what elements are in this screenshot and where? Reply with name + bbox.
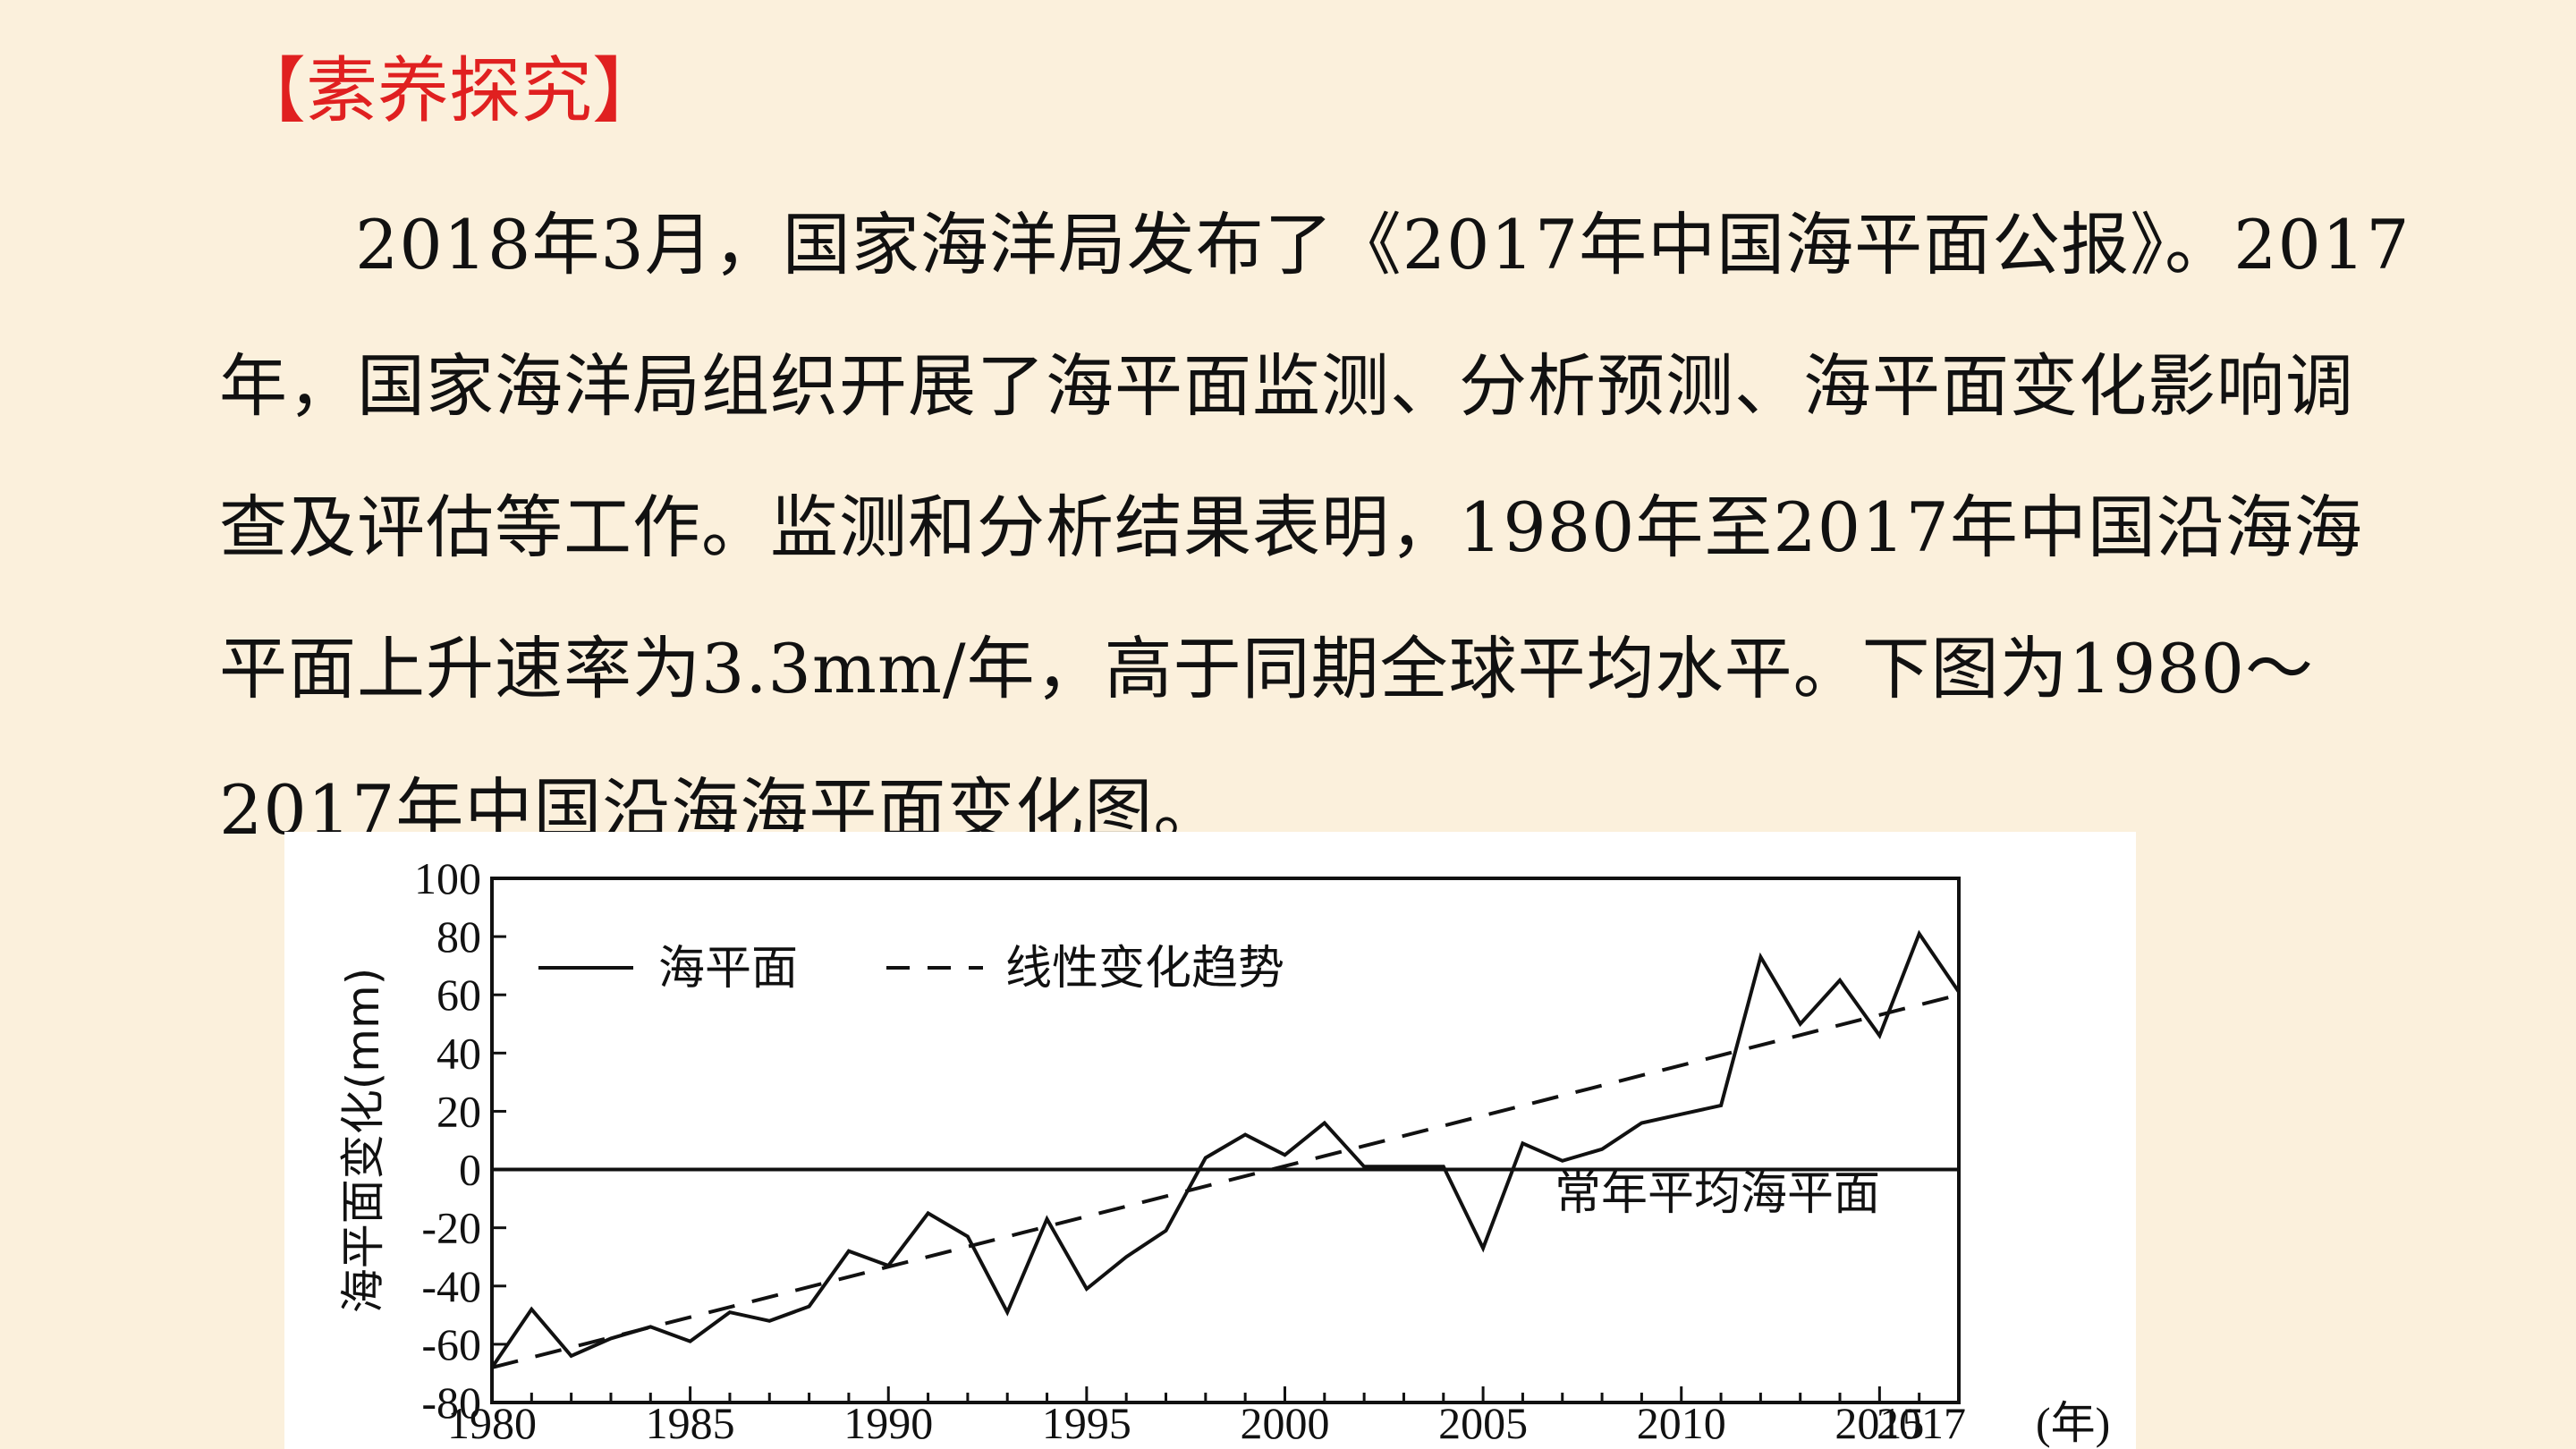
reference-line-label: 常年平均海平面 — [1555, 1167, 1880, 1221]
tick-marks — [490, 877, 1961, 1404]
y-tick-label: 80 — [436, 911, 481, 962]
legend-label-trend: 线性变化趋势 — [1005, 942, 1284, 996]
y-tick-label: 20 — [436, 1086, 481, 1136]
trend-line — [491, 993, 1960, 1369]
y-tick-label: 40 — [436, 1028, 481, 1078]
section-heading: 【素养探究】 — [234, 49, 664, 132]
y-tick-label: -80 — [421, 1377, 481, 1428]
x-tick-label: 1980 — [447, 1398, 537, 1448]
x-tick-label: 2017 — [1877, 1398, 1966, 1448]
x-tick-label: 2010 — [1637, 1398, 1726, 1448]
y-tick-labels: -80 -60 -40 -20 0 20 40 60 80 100 — [414, 853, 481, 1428]
intro-paragraph: 2018年3月，国家海洋局发布了《2017年中国海平面公报》。2017年，国家海… — [219, 205, 2411, 850]
y-tick-label: 100 — [414, 853, 481, 903]
y-tick-label: 60 — [436, 970, 481, 1020]
x-tick-label: 2015 — [1835, 1398, 1924, 1448]
y-tick-label: -60 — [421, 1319, 481, 1369]
x-tick-label: 1995 — [1042, 1398, 1131, 1448]
y-axis-label: 海平面变化(mm) — [337, 968, 389, 1313]
y-tick-label: 0 — [459, 1145, 481, 1195]
x-tick-label: 2005 — [1438, 1398, 1528, 1448]
x-unit-label: (年) — [2036, 1398, 2110, 1448]
y-tick-label: -40 — [421, 1261, 481, 1311]
series-lines — [490, 929, 1961, 1369]
sea-level-line — [490, 929, 1961, 1369]
y-tick-label: -20 — [421, 1203, 481, 1253]
legend: 海平面 线性变化趋势 — [538, 942, 1284, 996]
x-tick-label: 1990 — [843, 1398, 933, 1448]
plot-frame — [490, 877, 1961, 1404]
sea-level-chart: -80 -60 -40 -20 0 20 40 60 80 100 1980 1985 1990 199… — [284, 832, 2136, 1449]
x-tick-label: 1985 — [646, 1398, 735, 1448]
legend-label-sea-level: 海平面 — [658, 942, 798, 996]
x-tick-label: 2000 — [1240, 1398, 1329, 1448]
sea-level-chart-svg: -80 -60 -40 -20 0 20 40 60 80 100 1980 1985 1990 199… — [337, 853, 2110, 1448]
